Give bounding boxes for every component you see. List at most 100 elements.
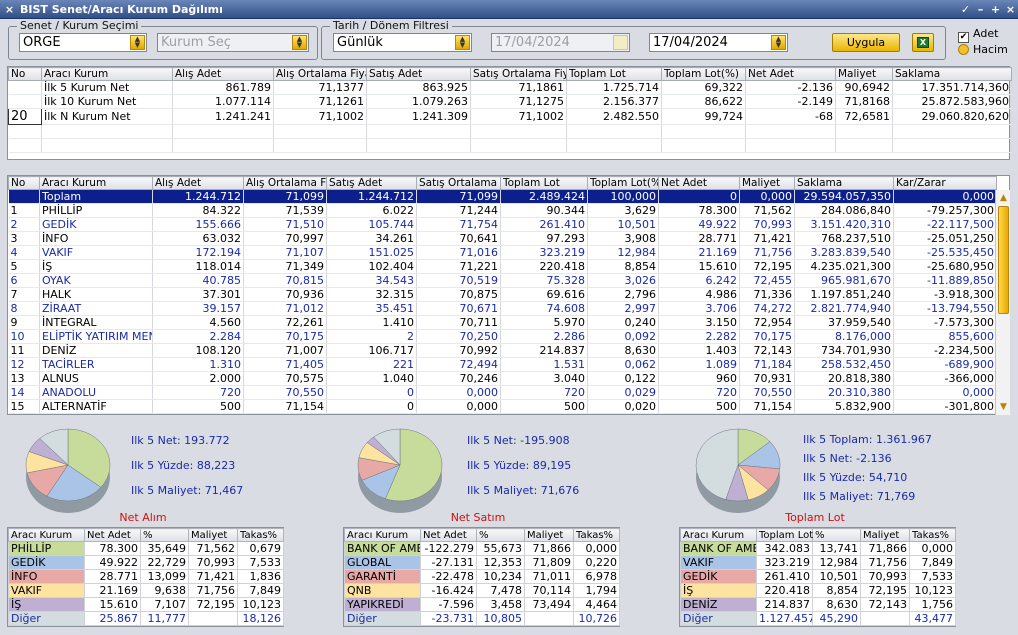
list-item[interactable]: İŞ 15.610 7,107 72,195 10,123	[8, 597, 284, 612]
list-item[interactable]: GARANTİ -22.478 10,234 71,011 6,978	[344, 569, 620, 584]
list-item[interactable]: GEDİK 261.410 10,501 70,993 7,533	[680, 569, 956, 584]
column-header[interactable]: Satış Ortalama Fi	[416, 176, 501, 190]
table-row[interactable]: 12 TACİRLER 1.310 71,405 221 72,494 1.531 0,062…	[8, 357, 997, 372]
apply-button[interactable]: Uygula	[832, 33, 900, 52]
table-cell: 0,029	[587, 385, 659, 400]
table-row[interactable]: 2 GEDİK 155.666 71,510 105.744 71,754 261.410 1…	[8, 217, 997, 232]
column-header[interactable]: Alış Ortalama Fiyat	[273, 67, 367, 81]
column-header[interactable]: Toplam Lot(%	[587, 176, 659, 190]
list-item[interactable]: Diğer 25.867 11,777 18,126	[8, 611, 284, 626]
list-item[interactable]: Diğer -23.731 10,805 10,726	[344, 611, 620, 626]
empty-row	[8, 124, 1012, 139]
tarih-group: Tarih / Dönem Filtresi	[321, 19, 946, 60]
column-header[interactable]: Saklama	[794, 176, 894, 190]
pin-icon[interactable]: ✓	[960, 3, 971, 16]
column-header[interactable]: Maliyet	[739, 176, 795, 190]
table-row[interactable]: 15 ALTERNATİF 500 71,154 0 0,000 500 0,020 500 71…	[8, 399, 997, 414]
window-title: BIST Senet/Aracı Kurum Dağılımı	[20, 3, 223, 16]
list-item[interactable]: BANK OF AME -122.279 55,673 71,866 0,000	[344, 541, 620, 556]
check-icon[interactable]: ✔	[958, 32, 969, 43]
column-header[interactable]: Aracı Kurum	[39, 176, 153, 190]
column-header[interactable]: Satış Adet	[366, 67, 471, 81]
table-row[interactable]: 13 ALNUS 2.000 70,575 1.040 70,246 3.040 0,122 9…	[8, 371, 997, 386]
list-item[interactable]: QNB -16.424 7,478 70,114 1,794	[344, 583, 620, 598]
column-header[interactable]: Toplam Lot	[500, 176, 588, 190]
table-row[interactable]: 7 HALK 37.301 70,936 32.315 70,875 69.616 2,796…	[8, 287, 997, 302]
close-window-icon[interactable]: ×	[1005, 3, 1016, 16]
table-cell: -68	[745, 108, 836, 125]
column-header[interactable]: No	[8, 67, 42, 81]
column-header[interactable]: Aracı Kurum	[41, 67, 173, 81]
excel-export-button[interactable]: X	[912, 33, 934, 52]
table-cell: -11.889,850	[893, 273, 997, 288]
kurum-select[interactable]: Kurum Seç ▲ ▼	[157, 33, 309, 52]
n-input[interactable]: 20	[8, 108, 42, 125]
maximize-icon[interactable]: +	[990, 3, 1001, 16]
table-cell: 4.235.021,300	[794, 259, 894, 274]
hacim-option[interactable]: Hacim	[958, 43, 1008, 56]
table-row[interactable]: 1 PHİLLİP 84.322 71,539 6.022 71,244 90.344 3,6…	[8, 203, 997, 218]
scroll-up-icon[interactable]: ▲	[1000, 193, 1007, 203]
column-header[interactable]: No	[8, 176, 40, 190]
chevron-down-icon[interactable]: ▲ ▼	[771, 35, 786, 50]
list-item[interactable]: İŞ 220.418 8,854 72,195 10,123	[680, 583, 956, 598]
column-header[interactable]: Toplam Lot	[566, 67, 662, 81]
column-header[interactable]: Alış Ortalama Fiy	[243, 176, 327, 190]
chevron-down-icon[interactable]: ▲ ▼	[455, 35, 470, 50]
adet-option[interactable]: ✔ Adet	[958, 27, 998, 43]
column-header[interactable]: Maliyet	[835, 67, 893, 81]
column-header[interactable]: Net Adet	[658, 176, 740, 190]
stat-line: Ilk 5 Net: 193.772	[131, 434, 230, 447]
period-select[interactable]: Günlük ▲ ▼	[333, 33, 472, 52]
senet-select[interactable]: ORGE ▲ ▼	[19, 33, 147, 52]
list-item[interactable]: VAKIF 323.219 12,984 71,756 7,849	[680, 555, 956, 570]
column-header[interactable]: Saklama	[892, 67, 1012, 81]
close-icon[interactable]: ×	[4, 3, 15, 16]
table-row[interactable]: 9 İNTEGRAL 4.560 72,261 1.410 70,711 5.970 0,24…	[8, 315, 997, 330]
summary-row[interactable]: İlk 10 Kurum Net 1.077.114 71,1261 1.079.26…	[8, 94, 1012, 109]
table-cell: 1.241.241	[172, 108, 274, 125]
table-cell: 71,1261	[273, 94, 367, 109]
column-header[interactable]: Alış Adet	[152, 176, 244, 190]
table-cell: 0,240	[587, 315, 659, 330]
column-header[interactable]: Satış Ortalama Fiyat	[470, 67, 567, 81]
column-header[interactable]: Satış Adet	[326, 176, 417, 190]
list-item[interactable]: YAPIKREDİ -7.596 3,458 73,494 4,464	[344, 597, 620, 612]
list-item[interactable]: İNFO 28.771 13,099 71,421 1,836	[8, 569, 284, 584]
list-item[interactable]: BANK OF AME 342.083 13,741 71,866 0,000	[680, 541, 956, 556]
scroll-down-icon[interactable]: ▼	[1000, 402, 1007, 412]
pie-slice	[373, 428, 401, 466]
column-header[interactable]: Kar/Zarar	[893, 176, 997, 190]
summary-row[interactable]: 20 İlk N Kurum Net 1.241.241 71,1002 1.241.3…	[8, 108, 1012, 125]
list-item[interactable]: PHİLLİP 78.300 35,649 71,562 0,679	[8, 541, 284, 556]
list-item[interactable]: GLOBAL -27.131 12,353 71,809 0,220	[344, 555, 620, 570]
vertical-scrollbar[interactable]: ▲ ▼	[995, 190, 1010, 415]
minimize-icon[interactable]: –	[977, 3, 984, 16]
table-cell: 2	[8, 217, 40, 232]
column-header[interactable]: Toplam Lot(%)	[661, 67, 746, 81]
date-from-field: 17/04/2024	[491, 33, 630, 52]
table-row[interactable]: 4 VAKIF 172.194 71,107 151.025 71,016 323.219 1…	[8, 245, 997, 260]
date-to-field[interactable]: 17/04/2024 ▲ ▼	[649, 33, 788, 52]
column-header[interactable]: Net Adet	[745, 67, 836, 81]
table-row[interactable]: 8 ZİRAAT 39.157 71,012 35.451 70,671 74.608 2,9…	[8, 301, 997, 316]
table-row[interactable]: 11 DENİZ 108.120 71,007 106.717 70,992 214.837…	[8, 343, 997, 358]
table-row[interactable]: 5 İŞ 118.014 71,349 102.404 71,221 220.418 8,85…	[8, 259, 997, 274]
list-item[interactable]: VAKIF 21.169 9,638 71,756 7,849	[8, 583, 284, 598]
table-row[interactable]: Toplam 1.244.712 71,099 1.244.712 71,099 2.48…	[8, 189, 997, 204]
table-row[interactable]: 10 ELİPTİK YATIRIM MEN 2.284 70,175 2 70,250 2…	[8, 329, 997, 344]
summary-row[interactable]: İlk 5 Kurum Net 861.789 71,1377 863.925 71,1…	[8, 80, 1012, 95]
radio-icon[interactable]	[958, 44, 969, 55]
table-cell: 0,020	[587, 399, 659, 414]
list-item[interactable]: GEDİK 49.922 22,729 70,993 7,533	[8, 555, 284, 570]
table-row[interactable]: 3 İNFO 63.032 70,997 34.261 70,641 97.293 3,908…	[8, 231, 997, 246]
list-item[interactable]: DENİZ 214.837 8,630 72,143 1,756	[680, 597, 956, 612]
chevron-down-icon[interactable]: ▲ ▼	[130, 35, 145, 50]
table-row[interactable]: 14 ANADOLU 720 70,550 0 0,000 720 0,029 720 70,55…	[8, 385, 997, 400]
column-header[interactable]: Alış Adet	[172, 67, 274, 81]
list-item[interactable]: Diğer 1.127.457 45,290 43,477	[680, 611, 956, 626]
table-row[interactable]: 6 OYAK 40.785 70,815 34.543 70,519 75.328 3,026…	[8, 273, 997, 288]
scroll-thumb[interactable]	[998, 206, 1009, 314]
chevron-down-icon[interactable]: ▲ ▼	[292, 35, 307, 50]
senet-value: ORGE	[23, 35, 61, 50]
